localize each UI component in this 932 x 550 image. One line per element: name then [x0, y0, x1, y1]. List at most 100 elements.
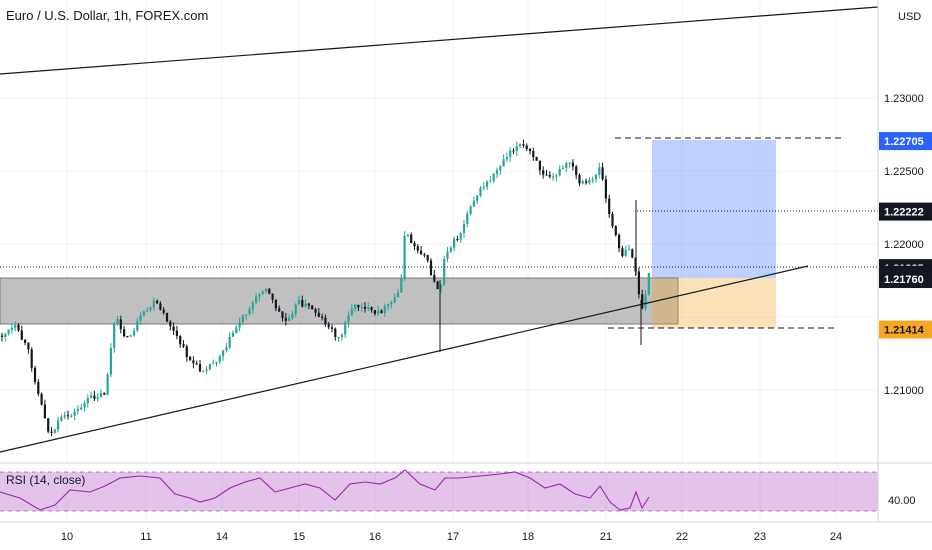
candle-body-185	[611, 213, 614, 227]
candle-body-186	[614, 226, 617, 236]
candle-body-44	[146, 309, 149, 312]
candle-body-12	[40, 393, 43, 405]
rsi-line	[0, 469, 650, 511]
candle-body-10	[33, 367, 37, 382]
candle-body-180	[594, 174, 598, 180]
candle-body-118	[390, 302, 393, 305]
candle-body-134	[443, 259, 446, 285]
x-tick-10: 24	[830, 531, 842, 543]
price-badge-4	[879, 270, 932, 289]
candle-body-181	[598, 167, 601, 175]
candle-body-60	[198, 364, 202, 372]
x-tick-0: 10	[61, 531, 73, 543]
candle-body-78	[258, 294, 261, 297]
candle-body-99	[327, 324, 330, 328]
candle-body-175	[578, 174, 581, 184]
candle-body-136	[449, 247, 452, 252]
candle-body-84	[278, 308, 281, 312]
price-badge-text-1: 1.22222	[884, 207, 924, 219]
candle-body-20	[66, 415, 70, 417]
candle-body-106	[350, 308, 353, 316]
candle-body-129	[426, 254, 429, 261]
target-zone	[652, 140, 776, 278]
candle-body-126	[416, 246, 419, 251]
candle-body-87	[288, 318, 291, 321]
candle-body-26	[86, 397, 89, 404]
candle-body-128	[423, 254, 426, 256]
price-badge-text-4: 1.21760	[884, 274, 924, 286]
candle-body-21	[70, 415, 73, 417]
candle-body-135	[446, 251, 449, 260]
upper-trendline	[0, 6, 879, 75]
candle-body-32	[106, 374, 109, 395]
candle-body-42	[139, 315, 142, 321]
currency-label: USD	[898, 11, 921, 23]
candle-body-69	[228, 336, 231, 348]
candle-body-188	[621, 248, 624, 257]
lower-trendline	[0, 265, 809, 453]
candle-body-166	[548, 174, 551, 177]
candle-body-160	[528, 149, 532, 152]
candle-body-37	[123, 329, 126, 337]
x-tick-4: 16	[369, 531, 381, 543]
price-badge-5	[879, 320, 932, 339]
rsi-tick: 40.00	[888, 495, 916, 507]
candle-body-3	[10, 327, 13, 330]
candle-body-19	[63, 415, 66, 417]
candle-body-125	[413, 242, 416, 247]
candle-body-189	[624, 249, 627, 257]
candle-body-116	[383, 306, 386, 314]
candle-body-183	[604, 179, 607, 199]
stop-zone	[652, 278, 776, 328]
candle-body-121	[400, 277, 403, 293]
candle-body-127	[420, 250, 423, 255]
candle-body-31	[103, 392, 106, 395]
candle-body-58	[192, 360, 195, 364]
candle-body-13	[43, 404, 46, 419]
candle-body-62	[205, 369, 208, 371]
candle-body-53	[175, 330, 178, 337]
candle-body-168	[555, 175, 558, 177]
candle-body-17	[57, 420, 60, 430]
candle-body-191	[631, 249, 634, 258]
candle-body-75	[248, 309, 251, 315]
candle-body-9	[30, 349, 33, 368]
candle-body-149	[492, 173, 495, 182]
candle-body-80	[264, 288, 268, 292]
candle-body-50	[165, 312, 169, 322]
candle-body-184	[608, 198, 611, 214]
candle-body-1	[4, 333, 7, 338]
candle-body-194	[641, 294, 644, 309]
x-tick-7: 21	[600, 531, 612, 543]
x-tick-8: 22	[676, 531, 688, 543]
candle-body-98	[324, 317, 327, 325]
candle-body-63	[208, 364, 211, 370]
candle-body-104	[344, 322, 347, 335]
candle-body-82	[271, 293, 274, 300]
candle-body-29	[96, 397, 99, 399]
candle-body-91	[301, 300, 304, 307]
candle-body-51	[169, 321, 172, 327]
candle-body-66	[218, 356, 221, 362]
candle-body-25	[83, 403, 86, 408]
candle-body-8	[27, 342, 30, 350]
candle-body-79	[261, 291, 264, 295]
candle-body-176	[581, 181, 584, 184]
candle-body-86	[284, 317, 287, 321]
candle-body-133	[439, 284, 442, 290]
candle-body-67	[222, 350, 225, 357]
candle-body-22	[73, 411, 76, 416]
candle-body-54	[179, 336, 182, 345]
candle-body-102	[337, 337, 340, 339]
candle-body-52	[172, 326, 175, 331]
candle-body-159	[525, 145, 528, 150]
candle-body-74	[245, 314, 248, 316]
candle-body-61	[202, 370, 205, 372]
candle-body-195	[644, 294, 647, 309]
candle-body-167	[552, 176, 555, 178]
candle-body-172	[568, 162, 571, 164]
candle-body-111	[367, 307, 370, 309]
candle-body-16	[53, 429, 56, 433]
